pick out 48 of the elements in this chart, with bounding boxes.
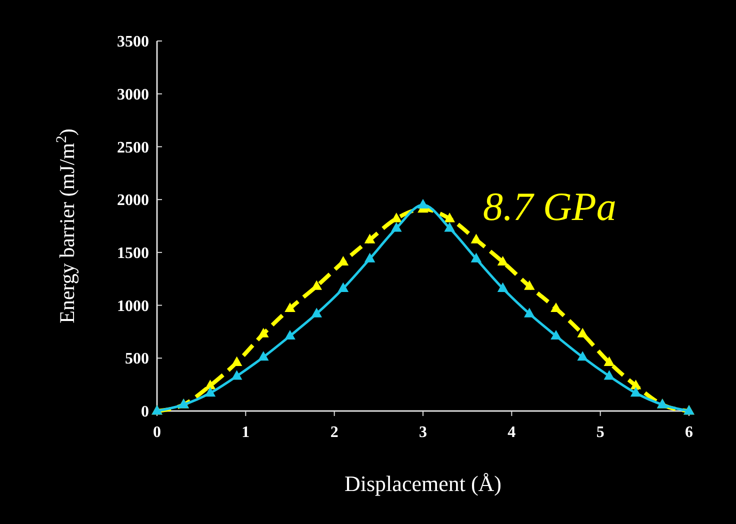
point xyxy=(284,302,296,312)
y-tick-label: 2500 xyxy=(117,139,149,156)
y-tick-label: 1000 xyxy=(117,298,149,315)
y-tick-label: 3500 xyxy=(117,34,149,51)
point xyxy=(258,328,269,338)
x-axis-title: Displacement (Å) xyxy=(344,471,502,496)
point xyxy=(391,222,402,232)
point xyxy=(204,380,216,390)
point xyxy=(550,302,562,312)
point xyxy=(497,256,508,266)
x-tick-label: 1 xyxy=(242,424,250,441)
point xyxy=(311,308,322,318)
point xyxy=(258,351,269,361)
x-tick-label: 0 xyxy=(153,424,161,441)
point xyxy=(418,198,428,208)
y-tick-label: 0 xyxy=(141,404,149,421)
point xyxy=(311,280,322,290)
x-tick-label: 2 xyxy=(330,424,338,441)
x-tick-label: 6 xyxy=(685,424,693,441)
point xyxy=(577,328,588,338)
point xyxy=(604,370,615,380)
point xyxy=(470,252,482,262)
point xyxy=(204,387,216,397)
point xyxy=(444,222,455,232)
point xyxy=(284,330,296,340)
point xyxy=(630,380,642,390)
point xyxy=(338,256,349,266)
x-tick-label: 5 xyxy=(596,424,604,441)
point xyxy=(630,387,642,397)
point xyxy=(577,351,588,361)
point xyxy=(524,308,535,318)
y-tick-label: 2000 xyxy=(117,192,149,210)
point xyxy=(444,212,455,222)
point xyxy=(524,280,535,290)
point xyxy=(364,252,376,262)
point xyxy=(231,356,242,366)
annotation: 8.7 GPa xyxy=(483,184,616,229)
point xyxy=(604,356,615,366)
x-tick-label: 3 xyxy=(419,424,427,441)
point xyxy=(497,282,508,292)
point xyxy=(364,234,376,244)
y-tick-label: 1500 xyxy=(117,245,149,262)
point xyxy=(231,370,242,380)
y-tick-label: 500 xyxy=(125,350,149,368)
x-tick-label: 4 xyxy=(508,424,516,441)
point xyxy=(338,282,349,292)
point xyxy=(550,330,562,340)
y-tick-label: 3000 xyxy=(117,86,149,104)
